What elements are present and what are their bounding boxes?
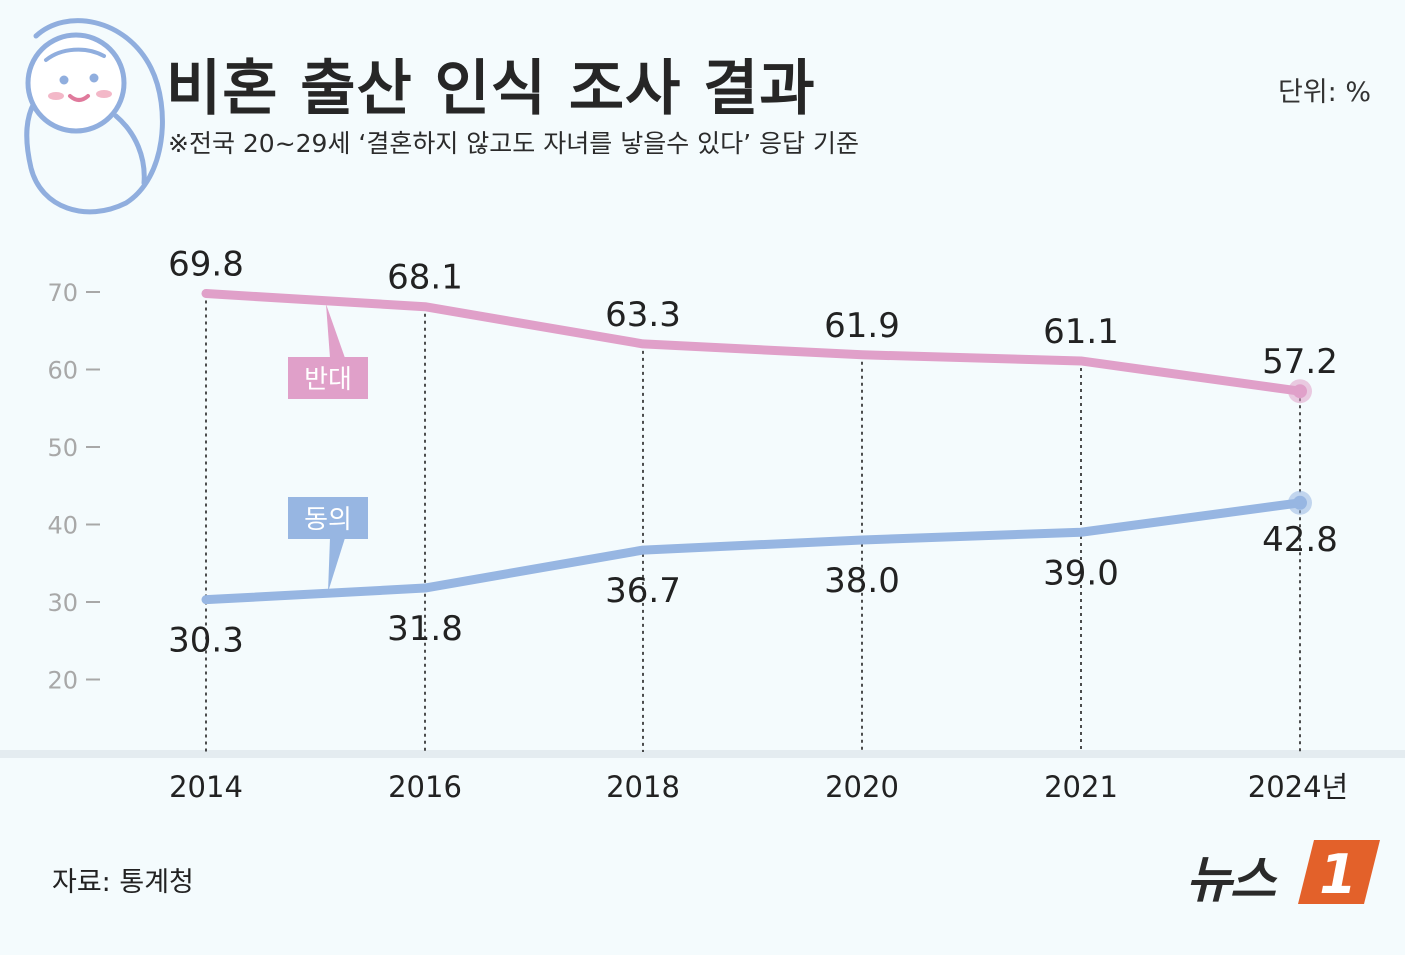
agree-series-line xyxy=(201,498,1305,605)
unit-label: 단위: % xyxy=(1277,77,1371,108)
callout-box xyxy=(288,357,368,399)
x-tick-label: 2021 xyxy=(1044,770,1118,804)
y-tick-label: 60 xyxy=(47,357,78,385)
agree-value-label: 36.7 xyxy=(605,571,681,611)
x-tick-label: 2024년 xyxy=(1248,770,1348,804)
x-tick-label: 2014 xyxy=(169,770,243,804)
y-tick-label: 50 xyxy=(47,434,78,462)
y-tick-label: 30 xyxy=(47,589,78,617)
agree-value-label: 39.0 xyxy=(1043,553,1119,593)
y-tick-label: 20 xyxy=(47,667,78,695)
logo-text: 뉴스 xyxy=(1186,851,1276,909)
x-tick-label: 2018 xyxy=(606,770,680,804)
oppose-value-label: 57.2 xyxy=(1262,342,1338,382)
agree-value-label: 30.3 xyxy=(168,621,244,661)
legend-oppose: 반대 xyxy=(304,365,352,395)
oppose-value-label: 61.1 xyxy=(1043,312,1119,352)
callout-tail xyxy=(328,538,345,592)
y-axis: 20 30 40 50 60 70 xyxy=(47,279,100,695)
oppose-value-label: 61.9 xyxy=(824,306,900,346)
data-labels: 69.8 68.1 63.3 61.9 61.1 57.2 30.3 31.8 36.7 38.0… xyxy=(168,245,1338,661)
axis-band xyxy=(0,750,1405,758)
agree-value-label: 31.8 xyxy=(387,609,463,649)
agree-value-label: 38.0 xyxy=(824,561,900,601)
oppose-value-label: 69.8 xyxy=(168,245,244,285)
series-end-point xyxy=(1293,384,1307,399)
source-note: 자료: 통계청 xyxy=(52,867,194,898)
series-end-point xyxy=(1293,495,1307,510)
oppose-value-label: 68.1 xyxy=(387,258,463,298)
logo-mark-digit: 1 xyxy=(1319,843,1357,906)
y-tick-label: 70 xyxy=(47,279,78,307)
y-tick-label: 40 xyxy=(47,512,78,540)
x-tick-label: 2016 xyxy=(388,770,462,804)
agree-value-label: 42.8 xyxy=(1262,520,1338,560)
logo-mark: 1 xyxy=(1298,840,1380,906)
x-axis: 2014 2016 2018 2020 2021 2024년 xyxy=(169,770,1348,804)
callout-box xyxy=(288,497,368,539)
callout-tail xyxy=(326,304,345,358)
baby-icon xyxy=(24,18,165,215)
oppose-series-line xyxy=(201,289,1305,396)
chart-title: 비혼 출산 인식 조사 결과 xyxy=(166,54,816,124)
series-lines xyxy=(201,289,1312,605)
news1-logo: 뉴스 1 xyxy=(1186,836,1382,909)
x-tick-label: 2020 xyxy=(825,770,899,804)
oppose-value-label: 63.3 xyxy=(605,295,681,335)
legend-agree: 동의 xyxy=(304,505,352,535)
chart-subtitle: ※전국 20~29세 ‘결혼하지 않고도 자녀를 낳을수 있다’ 응답 기준 xyxy=(168,129,859,158)
